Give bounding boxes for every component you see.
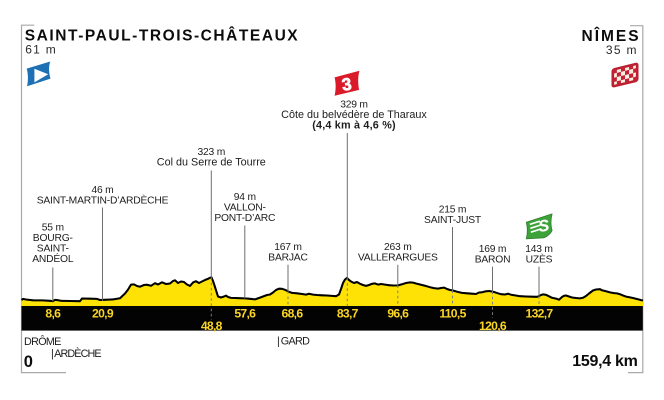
- svg-text:DRÔME: DRÔME: [24, 335, 61, 348]
- svg-text:263 m: 263 m: [384, 242, 412, 253]
- svg-text:169 m: 169 m: [479, 244, 507, 255]
- svg-text:215 m: 215 m: [439, 205, 467, 216]
- svg-text:| ARDÈCHE: | ARDÈCHE: [51, 347, 101, 360]
- svg-text:ANDÉOL: ANDÉOL: [32, 252, 74, 265]
- svg-text:94 m: 94 m: [234, 192, 256, 203]
- svg-text:SAINT-: SAINT-: [37, 244, 69, 255]
- svg-text:UZÈS: UZÈS: [526, 253, 553, 266]
- svg-text:323 m: 323 m: [197, 147, 225, 158]
- svg-text:SAINT-MARTIN-D’ARDÈCHE: SAINT-MARTIN-D’ARDÈCHE: [37, 193, 169, 206]
- svg-text:120,6: 120,6: [479, 319, 507, 333]
- svg-text:48,8: 48,8: [201, 319, 223, 333]
- svg-text:68,6: 68,6: [282, 307, 304, 321]
- svg-text:55 m: 55 m: [42, 223, 64, 234]
- svg-text:| GARD: | GARD: [277, 335, 310, 347]
- svg-text:VALLON-: VALLON-: [224, 203, 266, 214]
- svg-text:PONT-D’ARC: PONT-D’ARC: [214, 213, 276, 224]
- svg-text:35 m: 35 m: [606, 43, 638, 57]
- svg-text:96,6: 96,6: [387, 307, 409, 321]
- svg-text:167 m: 167 m: [274, 242, 302, 253]
- svg-text:BOURG-: BOURG-: [33, 233, 73, 244]
- svg-text:Côte du belvédère de Tharaux: Côte du belvédère de Tharaux: [281, 109, 427, 121]
- svg-text:(4,4 km à 4,6 %): (4,4 km à 4,6 %): [312, 120, 396, 132]
- svg-text:BARON: BARON: [475, 255, 511, 266]
- svg-text:61 m: 61 m: [25, 43, 57, 57]
- svg-text:0: 0: [24, 353, 33, 371]
- svg-text:46 m: 46 m: [91, 185, 113, 196]
- svg-text:BARJAC: BARJAC: [268, 253, 308, 264]
- svg-text:NÎMES: NÎMES: [582, 27, 641, 45]
- svg-text:8,6: 8,6: [45, 307, 61, 321]
- svg-text:Col du Serre de Tourre: Col du Serre de Tourre: [157, 157, 266, 169]
- svg-text:SAINT-JUST: SAINT-JUST: [424, 215, 482, 226]
- svg-text:143 m: 143 m: [525, 244, 553, 255]
- svg-text:20,9: 20,9: [92, 307, 114, 321]
- svg-text:132,7: 132,7: [526, 307, 554, 321]
- svg-text:83,7: 83,7: [337, 307, 359, 321]
- svg-text:329 m: 329 m: [340, 99, 368, 110]
- svg-text:57,6: 57,6: [234, 307, 256, 321]
- svg-text:SAINT-PAUL-TROIS-CHÂTEAUX: SAINT-PAUL-TROIS-CHÂTEAUX: [25, 26, 299, 44]
- svg-text:VALLERARGUES: VALLERARGUES: [358, 253, 438, 264]
- svg-text:110,5: 110,5: [439, 307, 466, 321]
- svg-text:159,4 km: 159,4 km: [572, 353, 637, 370]
